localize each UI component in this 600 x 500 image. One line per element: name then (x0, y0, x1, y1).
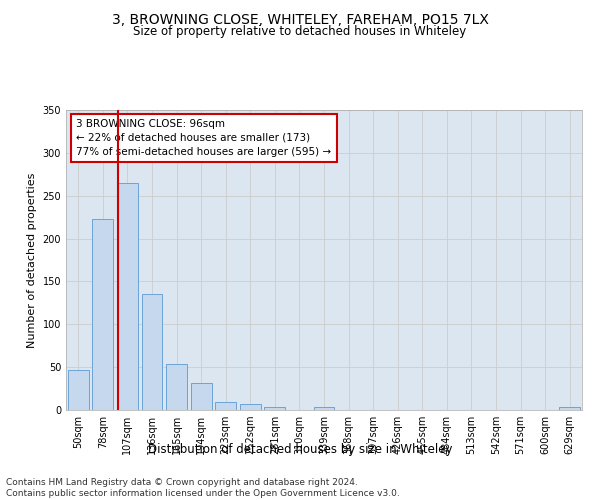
Y-axis label: Number of detached properties: Number of detached properties (27, 172, 37, 348)
Bar (215, 402, 236, 410)
Text: 3 BROWNING CLOSE: 96sqm
← 22% of detached houses are smaller (173)
77% of semi-d: 3 BROWNING CLOSE: 96sqm ← 22% of detache… (76, 119, 331, 157)
Bar (265, 406, 286, 410)
Bar (117, 183, 138, 410)
Bar (68, 370, 89, 410)
Text: Size of property relative to detached houses in Whiteley: Size of property relative to detached ho… (133, 25, 467, 38)
Text: Contains HM Land Registry data © Crown copyright and database right 2024.
Contai: Contains HM Land Registry data © Crown c… (6, 478, 400, 498)
Bar (92, 219, 113, 410)
Bar (166, 364, 187, 410)
Text: Distribution of detached houses by size in Whiteley: Distribution of detached houses by size … (148, 442, 452, 456)
Bar (559, 406, 580, 410)
Text: 3, BROWNING CLOSE, WHITELEY, FAREHAM, PO15 7LX: 3, BROWNING CLOSE, WHITELEY, FAREHAM, PO… (112, 12, 488, 26)
Bar (240, 404, 261, 410)
Bar (142, 294, 163, 410)
Bar (191, 382, 212, 410)
Bar (314, 406, 334, 410)
